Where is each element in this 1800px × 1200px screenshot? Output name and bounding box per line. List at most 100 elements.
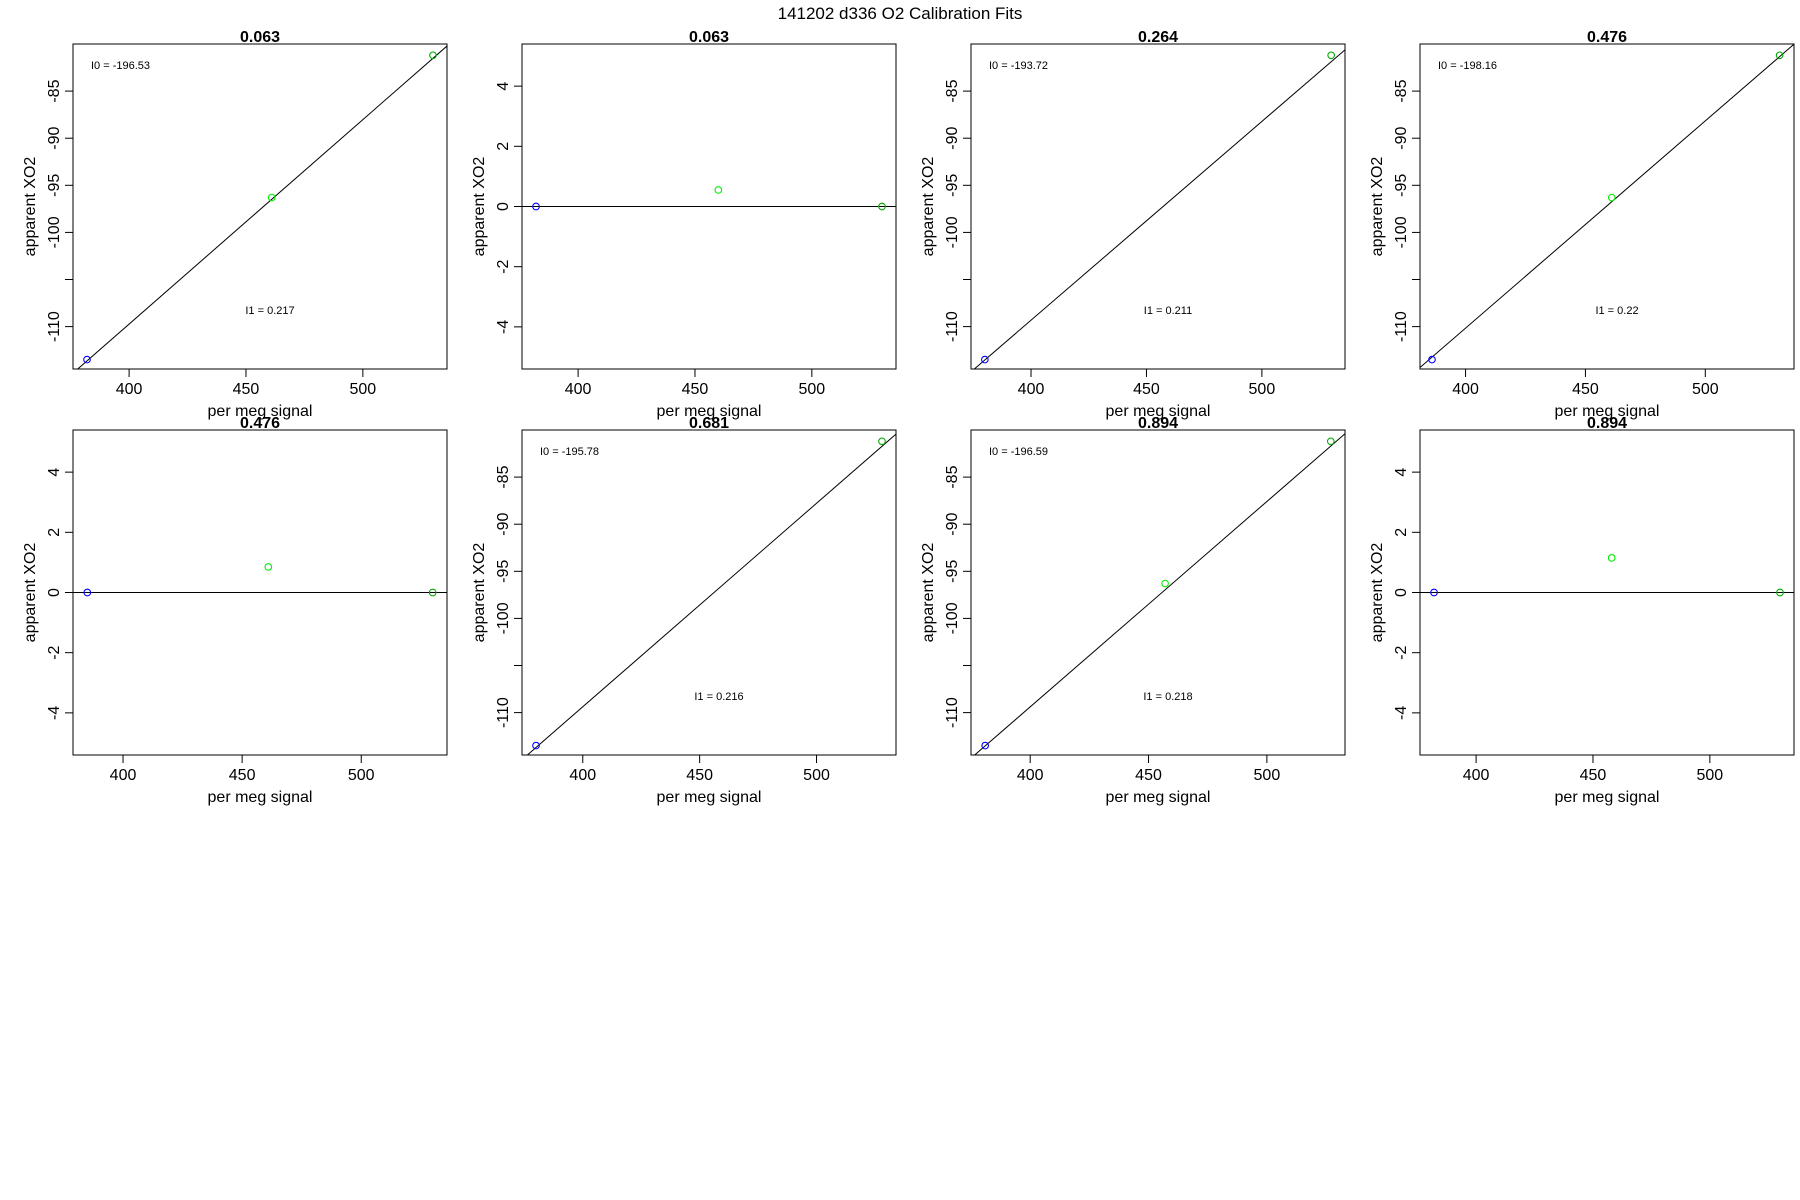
x-tick-label: 500: [803, 767, 830, 784]
panel-4: 0.476 400 450 500 per meg signal -110 -100 -95 -…: [1369, 29, 1795, 420]
plot-frame: [970, 429, 1346, 756]
y-tick-label: -4: [1393, 706, 1410, 720]
y-tick-label: -110: [46, 311, 63, 342]
data-point: [1327, 51, 1335, 60]
intercept-annotation: I0 = -198.16: [1438, 60, 1497, 72]
y-axis-label: apparent XO2: [471, 157, 488, 257]
y-tick-label: -95: [1393, 174, 1410, 197]
data-point: [1607, 193, 1616, 202]
data-point: [1428, 355, 1436, 364]
panel-title: 0.476: [1587, 29, 1627, 46]
intercept-annotation: I0 = -196.59: [989, 446, 1048, 458]
data-point: [532, 741, 540, 750]
y-tick-label: -95: [46, 174, 63, 197]
intercept-annotation: I0 = -196.53: [91, 60, 150, 72]
y-tick-label: -2: [1393, 645, 1410, 659]
x-tick-label: 400: [1452, 381, 1479, 398]
y-tick-label: 0: [46, 588, 63, 597]
y-tick-label: -100: [944, 216, 961, 248]
y-axis-label: apparent XO2: [471, 543, 488, 643]
x-tick-label: 400: [569, 767, 596, 784]
x-axis-label: per meg signal: [208, 789, 313, 806]
panel-title: 0.894: [1138, 415, 1178, 432]
y-tick-label: -90: [1393, 127, 1410, 150]
x-tick-label: 450: [1580, 767, 1607, 784]
y-tick-label: -100: [1393, 216, 1410, 248]
y-tick-label: 2: [495, 142, 512, 151]
y-tick-label: -90: [944, 127, 961, 150]
y-tick-label: -100: [495, 602, 512, 634]
y-tick-label: -100: [46, 216, 63, 248]
data-point: [532, 202, 540, 211]
plot-frame: [970, 43, 1346, 370]
y-tick-label: -95: [944, 560, 961, 583]
x-axis-label: per meg signal: [1555, 789, 1660, 806]
y-tick-label: -95: [944, 174, 961, 197]
x-axis-label: per meg signal: [1555, 403, 1660, 420]
intercept-annotation: I0 = -195.78: [540, 446, 599, 458]
slope-annotation: I1 = 0.216: [694, 691, 743, 703]
panel-8: 0.894 400 450 500 per meg signal -4 -2 0 2 4 appar…: [1369, 415, 1795, 806]
panel-title: 0.063: [689, 29, 729, 46]
data-point: [1776, 588, 1784, 597]
x-tick-label: 400: [1018, 381, 1045, 398]
data-point: [714, 186, 723, 194]
data-point: [981, 355, 989, 364]
slope-annotation: I1 = 0.217: [245, 305, 294, 317]
y-tick-label: 2: [1393, 528, 1410, 537]
x-axis-label: per meg signal: [1106, 789, 1211, 806]
y-tick-label: 0: [495, 202, 512, 211]
y-tick-label: -110: [944, 697, 961, 728]
y-axis-label: apparent XO2: [1369, 543, 1386, 643]
x-tick-label: 500: [348, 767, 375, 784]
x-axis-label: per meg signal: [208, 403, 313, 420]
x-tick-label: 450: [1572, 381, 1599, 398]
x-tick-label: 450: [233, 381, 260, 398]
panel-title: 0.063: [240, 29, 280, 46]
data-point: [1775, 51, 1784, 60]
y-tick-label: -85: [46, 79, 63, 102]
fit-line: [973, 433, 1345, 755]
x-tick-label: 400: [1463, 767, 1490, 784]
y-axis-label: apparent XO2: [920, 157, 937, 257]
data-point: [1161, 579, 1169, 588]
plot-frame: [72, 43, 448, 370]
slope-annotation: I1 = 0.211: [1144, 305, 1192, 317]
data-point: [1430, 588, 1438, 597]
panel-5: 0.476 400 450 500 per meg signal -4 -2 0 2 4 appar…: [22, 415, 448, 806]
x-tick-label: 500: [349, 381, 376, 398]
data-point: [878, 437, 886, 446]
intercept-annotation: I0 = -193.72: [989, 60, 1048, 72]
y-tick-label: 0: [1393, 588, 1410, 597]
x-tick-label: 500: [1254, 767, 1281, 784]
data-point: [428, 588, 437, 597]
x-tick-label: 400: [565, 381, 592, 398]
x-tick-label: 450: [686, 767, 713, 784]
y-axis-label: apparent XO2: [22, 543, 39, 643]
data-point: [429, 51, 437, 60]
x-axis-label: per meg signal: [1106, 403, 1211, 420]
fit-line: [1420, 44, 1794, 368]
y-tick-label: -85: [944, 465, 961, 488]
panel-title: 0.681: [689, 415, 729, 432]
y-tick-label: -90: [495, 513, 512, 536]
fit-line: [76, 45, 447, 369]
y-axis-label: apparent XO2: [1369, 157, 1386, 257]
panel-title: 0.264: [1138, 29, 1178, 46]
fit-line: [526, 433, 896, 755]
panel-2: 0.063 400 450 500 per meg signal -4 -2 0 2 4 appar…: [471, 29, 897, 420]
y-tick-label: -110: [944, 311, 961, 342]
y-tick-label: -85: [944, 79, 961, 102]
y-tick-label: -95: [495, 560, 512, 583]
figure-title: 141202 d336 O2 Calibration Fits: [778, 4, 1023, 23]
panel-title: 0.476: [240, 415, 280, 432]
y-tick-label: 4: [46, 468, 63, 477]
data-point: [1326, 437, 1335, 446]
x-tick-label: 450: [1133, 381, 1160, 398]
data-point: [83, 588, 92, 597]
panel-title: 0.894: [1587, 415, 1627, 432]
data-point: [267, 193, 276, 202]
y-axis-label: apparent XO2: [920, 543, 937, 643]
x-tick-label: 500: [798, 381, 825, 398]
